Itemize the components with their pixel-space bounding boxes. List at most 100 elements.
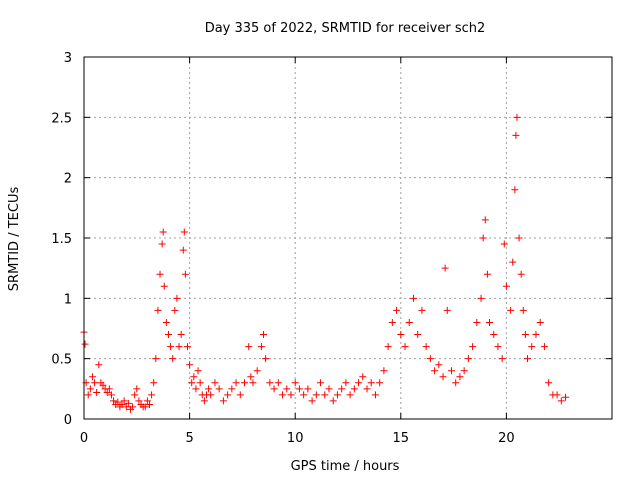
data-point <box>507 306 515 314</box>
data-point <box>180 228 188 236</box>
data-point <box>183 343 191 351</box>
data-point <box>515 234 523 242</box>
data-point <box>540 343 548 351</box>
data-point <box>91 379 99 387</box>
data-point <box>519 306 527 314</box>
data-point <box>483 270 491 278</box>
y-axis-title: SRMTID / TECUs <box>7 187 22 292</box>
data-point <box>431 367 439 375</box>
data-point <box>359 373 367 381</box>
data-point <box>179 246 187 254</box>
data-point <box>120 397 128 405</box>
x-axis-title: GPS time / hours <box>291 459 400 474</box>
data-point <box>156 270 164 278</box>
data-point <box>175 343 183 351</box>
data-point <box>122 403 130 411</box>
data-point <box>247 373 255 381</box>
data-point <box>469 343 477 351</box>
data-point <box>143 397 151 405</box>
data-point <box>477 294 485 302</box>
data-point <box>355 379 363 387</box>
data-point <box>295 385 303 393</box>
data-point <box>129 403 137 411</box>
data-point <box>460 367 468 375</box>
data-point <box>473 318 481 326</box>
data-point <box>99 381 107 389</box>
data-point <box>283 385 291 393</box>
data-point <box>81 340 89 348</box>
chart-title: Day 335 of 2022, SRMTID for receiver sch… <box>205 21 486 36</box>
data-point <box>207 391 215 399</box>
data-point <box>245 343 253 351</box>
data-points <box>80 113 570 413</box>
y-tick-label: 2.5 <box>51 111 72 126</box>
data-point <box>192 385 200 393</box>
data-point <box>426 355 434 363</box>
data-point <box>397 331 405 339</box>
data-point <box>270 385 278 393</box>
data-point <box>162 318 170 326</box>
data-point <box>545 379 553 387</box>
data-point <box>509 258 517 266</box>
data-point <box>481 216 489 224</box>
data-point <box>107 391 115 399</box>
data-point <box>376 379 384 387</box>
data-point <box>133 385 141 393</box>
data-point <box>498 355 506 363</box>
data-point <box>513 113 521 121</box>
data-point <box>205 385 213 393</box>
x-tick-label: 5 <box>185 431 193 446</box>
data-point <box>257 343 265 351</box>
data-point <box>236 391 244 399</box>
data-point <box>479 234 487 242</box>
data-point <box>371 391 379 399</box>
grid <box>84 57 612 419</box>
data-point <box>435 361 443 369</box>
data-point <box>511 186 519 194</box>
data-point <box>317 379 325 387</box>
data-point <box>200 397 208 405</box>
data-point <box>249 379 257 387</box>
data-point <box>274 379 282 387</box>
x-tick-label: 10 <box>287 431 304 446</box>
x-tick-label: 0 <box>80 431 88 446</box>
data-point <box>562 393 570 401</box>
data-point <box>150 379 158 387</box>
data-point <box>177 331 185 339</box>
x-tick-label: 15 <box>393 431 410 446</box>
data-point <box>135 397 143 405</box>
data-point <box>367 379 375 387</box>
data-point <box>528 343 536 351</box>
data-point <box>118 401 126 409</box>
data-point <box>105 385 113 393</box>
data-point <box>443 306 451 314</box>
x-tick-label: 20 <box>498 431 515 446</box>
data-point <box>219 397 227 405</box>
data-point <box>215 385 223 393</box>
data-point <box>439 373 447 381</box>
data-point <box>173 294 181 302</box>
data-point <box>521 331 529 339</box>
data-point <box>304 385 312 393</box>
data-point <box>211 379 219 387</box>
data-point <box>93 388 101 396</box>
data-point <box>384 343 392 351</box>
data-point <box>291 379 299 387</box>
data-point <box>557 397 565 405</box>
data-point <box>553 391 561 399</box>
data-point <box>224 391 232 399</box>
axis-ticks: 0 0.5 1 1.5 2 2.5 3 0 5 10 15 20 <box>51 51 612 446</box>
data-point <box>84 391 92 399</box>
data-point <box>500 240 508 248</box>
data-point <box>502 282 510 290</box>
data-point <box>422 343 430 351</box>
data-point <box>536 318 544 326</box>
data-point <box>325 385 333 393</box>
data-point <box>456 373 464 381</box>
data-point <box>512 131 520 139</box>
data-point <box>490 331 498 339</box>
y-tick-label: 1.5 <box>51 232 72 247</box>
data-point <box>160 282 168 290</box>
data-point <box>141 403 149 411</box>
